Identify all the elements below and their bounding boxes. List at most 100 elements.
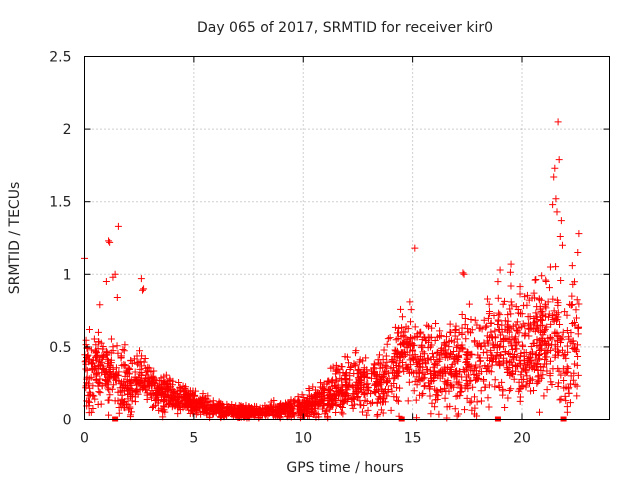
data-point bbox=[498, 378, 506, 386]
data-point bbox=[441, 377, 449, 385]
data-point bbox=[87, 346, 95, 354]
y-tick-label: 1.5 bbox=[49, 195, 71, 211]
data-point bbox=[280, 403, 288, 411]
data-point bbox=[537, 315, 545, 323]
data-point bbox=[239, 412, 247, 420]
data-point bbox=[534, 356, 542, 364]
data-point bbox=[532, 318, 540, 326]
data-point bbox=[426, 382, 434, 390]
data-point bbox=[538, 340, 546, 348]
data-point bbox=[354, 384, 362, 392]
data-point bbox=[516, 283, 524, 291]
data-point bbox=[228, 406, 236, 414]
data-point bbox=[361, 396, 369, 404]
data-point bbox=[473, 375, 481, 383]
data-point bbox=[446, 402, 454, 410]
data-point bbox=[85, 398, 93, 406]
data-point bbox=[83, 345, 91, 353]
data-point bbox=[105, 237, 113, 245]
data-point bbox=[326, 405, 334, 413]
data-point bbox=[451, 359, 459, 367]
data-point bbox=[161, 408, 169, 416]
x-axis-label: GPS time / hours bbox=[286, 460, 403, 476]
data-point bbox=[510, 336, 518, 344]
data-point bbox=[124, 395, 132, 403]
data-point bbox=[554, 301, 562, 309]
data-point bbox=[527, 342, 535, 350]
data-point bbox=[499, 336, 507, 344]
data-point bbox=[562, 397, 570, 405]
data-point bbox=[157, 374, 165, 382]
data-point bbox=[544, 313, 552, 321]
data-point bbox=[507, 298, 515, 306]
data-point bbox=[96, 389, 104, 397]
data-point bbox=[554, 118, 562, 126]
data-point bbox=[507, 282, 515, 290]
data-point bbox=[463, 373, 471, 381]
data-point bbox=[358, 408, 366, 416]
data-point bbox=[491, 376, 499, 384]
data-point bbox=[99, 345, 107, 353]
data-point bbox=[248, 404, 256, 412]
data-point bbox=[546, 372, 554, 380]
data-point bbox=[435, 410, 443, 418]
data-point bbox=[339, 392, 347, 400]
data-point bbox=[411, 351, 419, 359]
data-point bbox=[93, 370, 101, 378]
data-point bbox=[92, 376, 100, 384]
data-point bbox=[557, 277, 565, 285]
data-point bbox=[128, 397, 136, 405]
data-point bbox=[523, 301, 531, 309]
data-point bbox=[550, 307, 558, 315]
data-point bbox=[148, 381, 156, 389]
data-point bbox=[190, 395, 198, 403]
data-point bbox=[450, 347, 458, 355]
data-point bbox=[85, 409, 93, 417]
data-point bbox=[98, 351, 106, 359]
data-point bbox=[551, 164, 559, 172]
data-point bbox=[353, 393, 361, 401]
data-point bbox=[360, 364, 368, 372]
data-point bbox=[413, 330, 421, 338]
data-point bbox=[455, 328, 463, 336]
data-point bbox=[401, 333, 409, 341]
data-point bbox=[363, 370, 371, 378]
data-point bbox=[431, 359, 439, 367]
data-point bbox=[176, 398, 184, 406]
data-point bbox=[104, 360, 112, 368]
data-point bbox=[223, 400, 231, 408]
data-point bbox=[555, 379, 563, 387]
data-point bbox=[106, 368, 114, 376]
plot-frame bbox=[84, 56, 610, 420]
data-point bbox=[507, 370, 515, 378]
data-point bbox=[545, 284, 553, 292]
data-point bbox=[189, 406, 197, 414]
data-point bbox=[436, 327, 444, 335]
data-point bbox=[451, 332, 459, 340]
data-point bbox=[543, 360, 551, 368]
data-point bbox=[165, 399, 173, 407]
data-point bbox=[525, 332, 533, 340]
chart-title: Day 065 of 2017, SRMTID for receiver kir… bbox=[197, 20, 493, 36]
data-point bbox=[502, 359, 510, 367]
data-point bbox=[421, 382, 429, 390]
data-point bbox=[538, 308, 546, 316]
data-point bbox=[373, 412, 381, 420]
data-point bbox=[511, 335, 519, 343]
data-point bbox=[537, 296, 545, 304]
data-point bbox=[475, 340, 483, 348]
data-point bbox=[105, 374, 113, 382]
data-point bbox=[567, 380, 575, 388]
data-point bbox=[332, 391, 340, 399]
data-point bbox=[568, 300, 576, 308]
data-point bbox=[560, 376, 568, 384]
data-point bbox=[542, 278, 550, 286]
data-point bbox=[96, 356, 104, 364]
data-point bbox=[550, 173, 558, 181]
data-point bbox=[85, 380, 93, 388]
data-point bbox=[555, 333, 563, 341]
data-point bbox=[94, 328, 102, 336]
data-point bbox=[394, 350, 402, 358]
data-point bbox=[81, 358, 89, 366]
data-point bbox=[421, 370, 429, 378]
